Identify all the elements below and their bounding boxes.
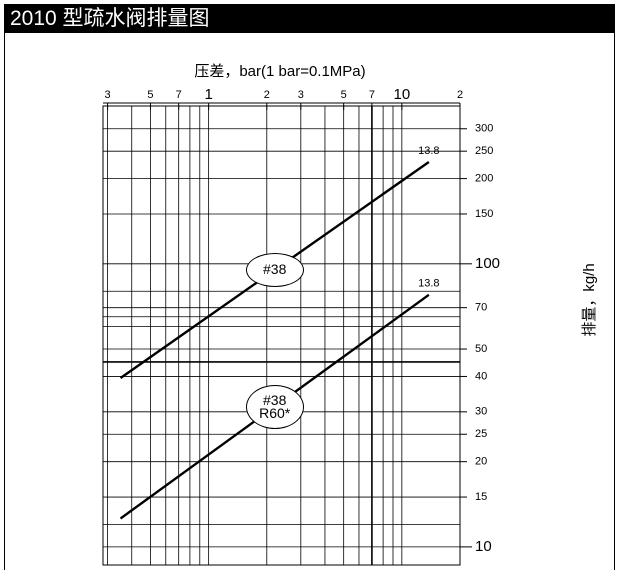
y-tick-label: 70: [475, 302, 487, 314]
x-axis-label: 压差，bar(1 bar=0.1MPa): [194, 63, 365, 80]
x-tick-label: 2: [264, 89, 270, 101]
y-tick-label: 10: [475, 538, 492, 555]
x-tick-label: 1: [204, 86, 212, 103]
y-tick-label: 15: [475, 491, 487, 503]
x-tick-label: 5: [341, 89, 347, 101]
plot-border: [102, 105, 461, 566]
y-tick-label: 200: [475, 173, 493, 185]
x-tick-label: 2: [457, 89, 463, 101]
series-label: #38: [245, 252, 304, 287]
y-tick-label: 150: [475, 208, 493, 220]
y-tick-label: 250: [475, 145, 493, 157]
x-tick-label: 3: [105, 89, 111, 101]
series-label: #38 R60*: [245, 384, 304, 429]
x-tick-label: 7: [176, 89, 182, 101]
end-label: 13.8: [418, 145, 439, 157]
chart-title: 2010 型疏水阀排量图: [4, 4, 615, 33]
y-tick-label: 25: [475, 428, 487, 440]
y-tick-label: 50: [475, 343, 487, 355]
x-tick-label: 3: [298, 89, 304, 101]
x-tick-label: 5: [147, 89, 153, 101]
y-tick-label: 40: [475, 370, 487, 382]
x-tick-label: 10: [393, 86, 410, 103]
end-label: 13.8: [418, 278, 439, 290]
y-tick-label: 300: [475, 123, 493, 135]
y-tick-label: 20: [475, 456, 487, 468]
y-axis-label: 排量，kg/h: [581, 263, 598, 336]
y-tick-label: 30: [475, 406, 487, 418]
y-tick-label: 100: [475, 255, 500, 272]
x-tick-label: 7: [369, 89, 375, 101]
